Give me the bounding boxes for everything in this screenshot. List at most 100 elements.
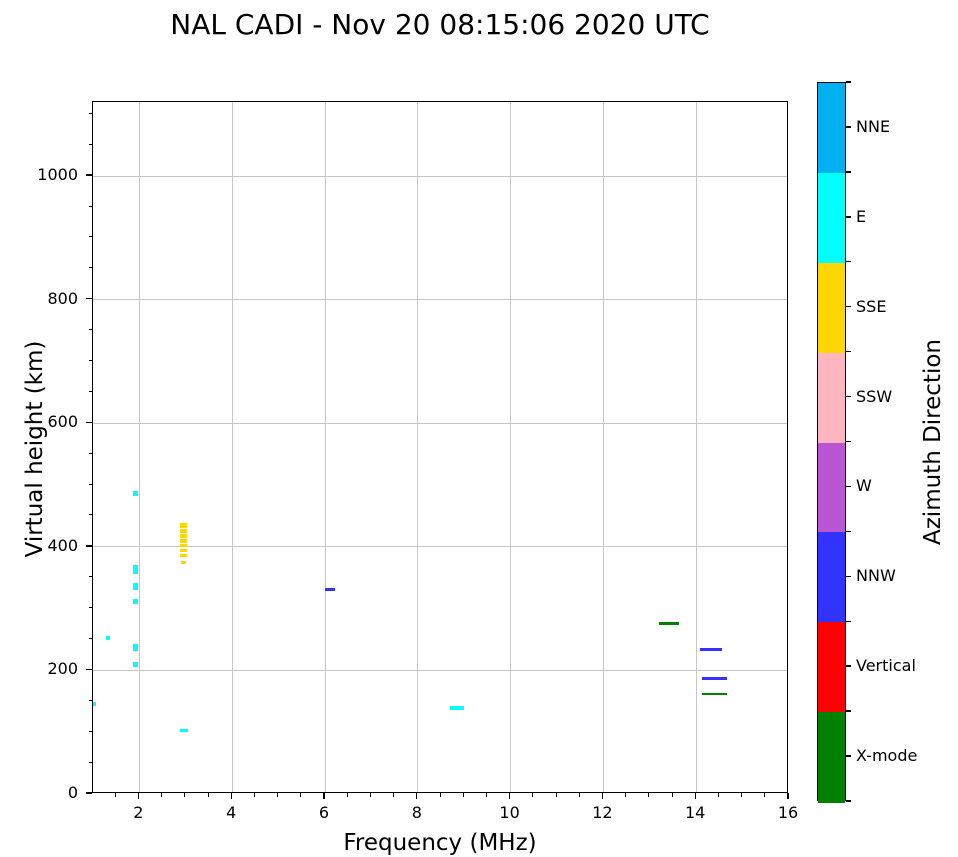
y-minor-tick	[88, 761, 92, 763]
x-major-tick	[694, 793, 696, 799]
x-axis-label: Frequency (MHz)	[343, 830, 537, 856]
colorbar-category-label: NNW	[856, 566, 896, 586]
x-tick-label: 6	[318, 803, 330, 822]
data-mark-nnw	[699, 647, 723, 651]
data-mark-x-mode	[658, 621, 680, 625]
colorbar-band-x-mode	[818, 712, 845, 803]
colorbar-tick	[846, 350, 851, 353]
colorbar-tick	[846, 440, 851, 443]
data-mark-nnw	[325, 587, 335, 591]
gridline-x-14	[695, 102, 697, 792]
y-minor-tick	[88, 514, 92, 516]
gridline-x-12	[602, 102, 604, 792]
x-minor-tick	[393, 793, 395, 797]
data-mark-e	[133, 491, 138, 496]
data-mark-e	[105, 635, 110, 641]
colorbar-tick	[846, 710, 851, 712]
y-minor-tick	[88, 576, 92, 578]
y-tick-label: 1000	[37, 165, 78, 185]
data-mark-sse	[179, 538, 187, 543]
colorbar-band-vertical	[818, 622, 845, 713]
y-minor-tick	[88, 329, 92, 331]
x-minor-tick	[485, 793, 487, 797]
colorbar-tick	[846, 575, 851, 577]
y-minor-tick	[88, 143, 92, 145]
y-minor-tick	[88, 452, 92, 454]
colorbar-tick	[846, 81, 851, 83]
colorbar-category-label: X-mode	[856, 746, 918, 766]
chart-title: NAL CADI - Nov 20 08:15:06 2020 UTC	[170, 8, 710, 41]
colorbar-band-ssw	[818, 352, 845, 444]
data-mark-e	[179, 729, 188, 732]
colorbar-band-nnw	[818, 532, 845, 623]
data-mark-e	[132, 582, 138, 591]
x-minor-tick	[625, 793, 627, 797]
x-minor-tick	[277, 793, 279, 797]
colorbar-category-label: NNE	[856, 116, 891, 136]
y-tick-label: 800	[47, 288, 78, 308]
x-minor-tick	[462, 793, 464, 797]
y-major-tick	[86, 545, 92, 547]
x-tick-label: 4	[226, 803, 237, 822]
gridline-x-10	[510, 102, 512, 792]
data-mark-e	[133, 661, 138, 667]
data-mark-e	[93, 701, 96, 707]
y-minor-tick	[88, 638, 92, 640]
x-tick-label: 8	[411, 803, 422, 822]
x-major-tick	[137, 793, 140, 799]
y-minor-tick	[88, 236, 92, 238]
plot-area	[92, 101, 788, 793]
y-major-tick	[86, 792, 92, 794]
gridline-y-800	[93, 299, 787, 301]
colorbar-tick	[846, 755, 851, 757]
y-minor-tick	[88, 360, 92, 361]
colorbar-category-label: SSE	[856, 296, 887, 316]
data-mark-sse	[179, 523, 187, 528]
x-major-tick	[787, 793, 789, 799]
x-minor-tick	[369, 793, 371, 797]
y-minor-tick	[88, 483, 92, 485]
gridline-x-2	[138, 102, 140, 792]
gridline-y-400	[93, 546, 787, 548]
colorbar	[817, 82, 846, 803]
gridline-y-1000	[93, 175, 787, 177]
gridline-y-600	[93, 422, 787, 424]
y-axis-label: Virtual height (km)	[22, 340, 48, 558]
data-mark-sse	[179, 528, 187, 533]
data-mark-nnw	[702, 677, 728, 680]
y-minor-tick	[88, 390, 92, 392]
gridline-x-4	[231, 102, 233, 792]
colorbar-tick	[846, 620, 851, 622]
colorbar-tick	[846, 665, 851, 667]
data-mark-sse	[180, 561, 187, 564]
x-major-tick	[508, 793, 511, 799]
x-minor-tick	[346, 793, 348, 797]
colorbar-tick	[846, 261, 851, 263]
colorbar-tick	[846, 395, 851, 398]
data-mark-e	[132, 643, 138, 652]
x-major-tick	[323, 793, 325, 799]
x-tick-label: 14	[685, 803, 706, 822]
colorbar-tick	[846, 171, 851, 173]
y-minor-tick	[88, 267, 92, 269]
data-mark-e	[449, 706, 464, 710]
x-minor-tick	[648, 793, 650, 797]
data-mark-x-mode	[702, 692, 728, 696]
colorbar-category-label: Vertical	[856, 656, 916, 676]
y-minor-tick	[88, 112, 92, 114]
x-minor-tick	[717, 793, 719, 797]
x-minor-tick	[741, 793, 743, 797]
colorbar-tick	[846, 530, 851, 533]
x-minor-tick	[532, 793, 534, 797]
colorbar-tick	[846, 216, 851, 218]
colorbar-tick	[846, 305, 851, 308]
data-mark-sse	[179, 533, 187, 538]
x-major-tick	[601, 793, 604, 799]
x-minor-tick	[578, 793, 580, 797]
colorbar-category-label: E	[856, 206, 867, 226]
y-minor-tick	[88, 699, 92, 701]
x-minor-tick	[161, 793, 163, 797]
colorbar-label: Azimuth Direction	[920, 339, 946, 545]
x-minor-tick	[671, 793, 673, 797]
